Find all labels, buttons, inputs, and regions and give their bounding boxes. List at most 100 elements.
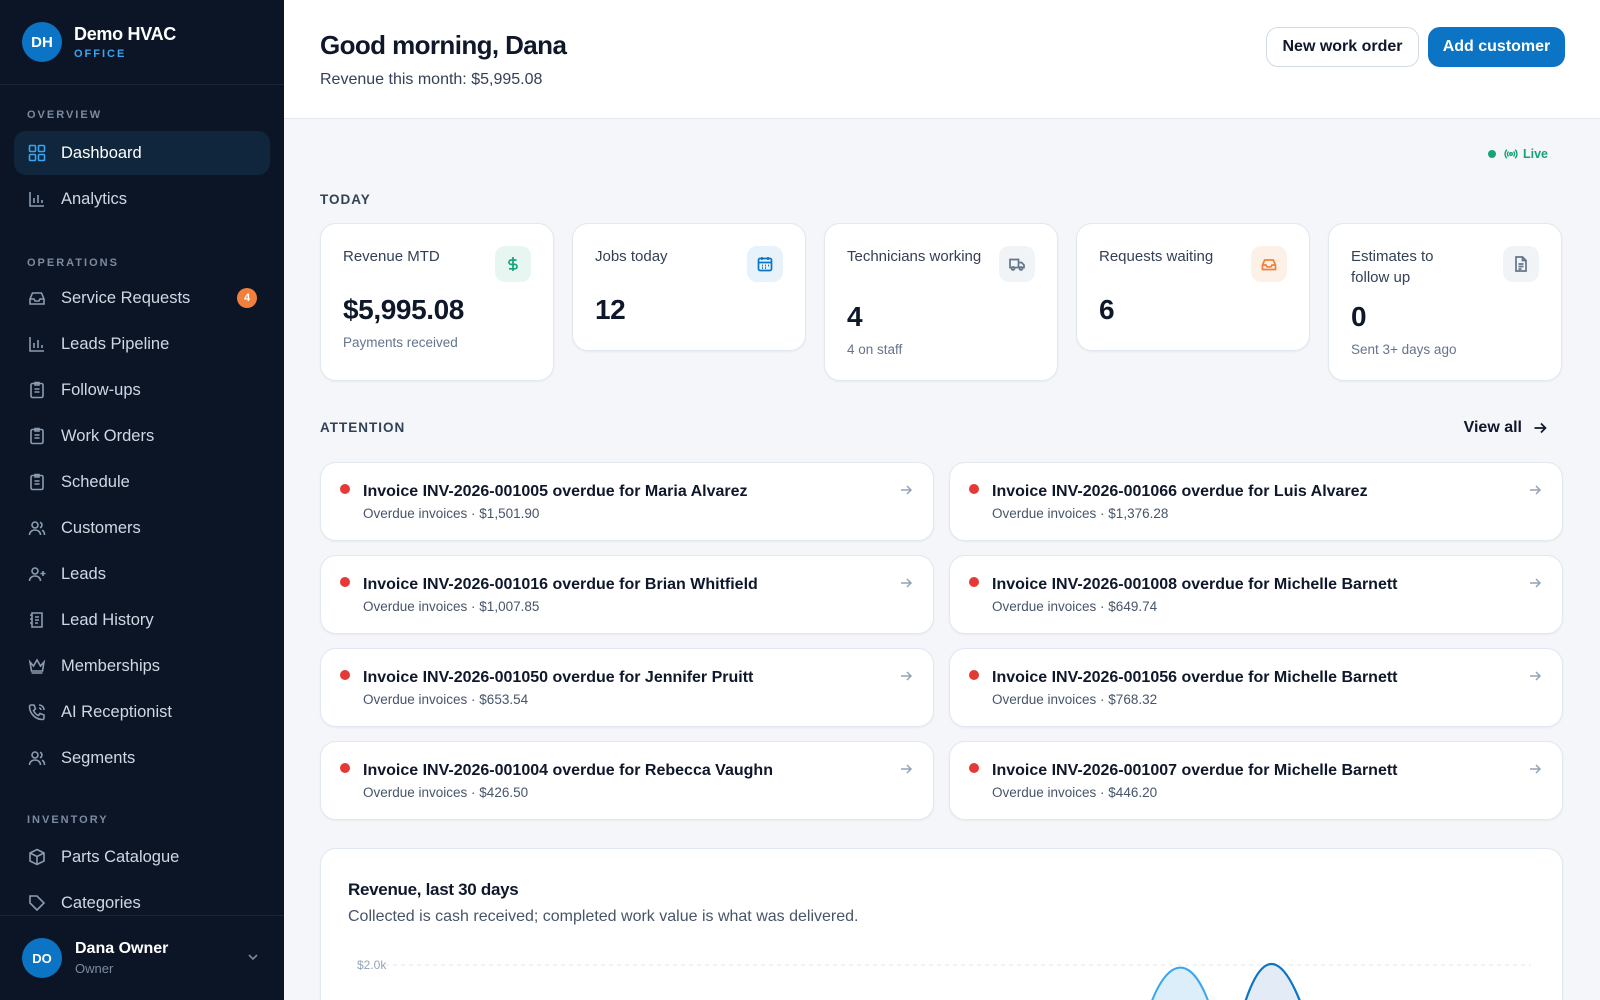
page-title: Good morning, Dana bbox=[320, 30, 567, 60]
sidebar-item-ai-receptionist[interactable]: AI Receptionist bbox=[14, 690, 270, 734]
attention-item[interactable]: Invoice INV-2026-001056 overdue for Mich… bbox=[949, 648, 1563, 727]
revenue-chart: $2.0k bbox=[357, 958, 1531, 1000]
sidebar-item-leads[interactable]: Leads bbox=[14, 552, 270, 596]
user-menu[interactable]: DO Dana Owner Owner bbox=[0, 915, 284, 1000]
stat-card-jobs-today[interactable]: Jobs today 12 bbox=[572, 223, 806, 351]
stat-subtext: 4 on staff bbox=[847, 342, 903, 357]
chevron-down-icon[interactable] bbox=[246, 950, 260, 969]
sidebar-item-lead-history[interactable]: Lead History bbox=[14, 598, 270, 642]
attention-item-title: Invoice INV-2026-001066 overdue for Luis… bbox=[992, 483, 1368, 500]
revenue-chart-subtitle: Collected is cash received; completed wo… bbox=[348, 908, 859, 925]
crown-icon bbox=[27, 656, 47, 676]
sidebar-nav[interactable]: OVERVIEW Dashboard Analytics OPERATIONS … bbox=[0, 86, 284, 915]
stat-title: Estimates to follow up bbox=[1351, 248, 1434, 286]
sidebar-item-label: Work Orders bbox=[61, 426, 155, 445]
attention-item[interactable]: Invoice INV-2026-001007 overdue for Mich… bbox=[949, 741, 1563, 820]
attention-item-title: Invoice INV-2026-001016 overdue for Bria… bbox=[363, 576, 758, 593]
sidebar-item-label: AI Receptionist bbox=[61, 702, 172, 721]
revenue-chart-title: Revenue, last 30 days bbox=[348, 880, 519, 899]
arrow-right-icon bbox=[901, 578, 913, 588]
history-icon bbox=[27, 610, 47, 630]
dashboard-main[interactable]: Live TODAY Revenue MTD $5,995.08 Payment… bbox=[284, 120, 1600, 1000]
attention-item-subtext: Overdue invoices · $1,007.85 bbox=[363, 599, 540, 614]
clipboard-icon bbox=[27, 380, 47, 400]
user-plus-icon bbox=[27, 564, 47, 584]
alert-dot bbox=[969, 484, 979, 494]
today-heading: TODAY bbox=[320, 192, 371, 207]
phone-icon bbox=[27, 702, 47, 722]
sidebar-item-label: Follow-ups bbox=[61, 380, 141, 399]
sidebar-item-label: Leads bbox=[61, 564, 106, 583]
attention-item[interactable]: Invoice INV-2026-001016 overdue for Bria… bbox=[320, 555, 934, 634]
attention-item[interactable]: Invoice INV-2026-001004 overdue for Rebe… bbox=[320, 741, 934, 820]
arrow-right-icon bbox=[901, 671, 913, 681]
sidebar-item-label: Lead History bbox=[61, 610, 154, 629]
box-icon bbox=[27, 847, 47, 867]
sidebar-item-dashboard[interactable]: Dashboard bbox=[14, 131, 270, 175]
document-icon bbox=[1503, 246, 1539, 282]
sidebar-item-leads-pipeline[interactable]: Leads Pipeline bbox=[14, 322, 270, 366]
sidebar-item-parts-catalogue[interactable]: Parts Catalogue bbox=[14, 835, 270, 879]
attention-item-subtext: Overdue invoices · $768.32 bbox=[992, 692, 1158, 707]
sidebar-item-label: Dashboard bbox=[61, 143, 142, 162]
inbox-icon bbox=[27, 288, 47, 308]
attention-item[interactable]: Invoice INV-2026-001050 overdue for Jenn… bbox=[320, 648, 934, 727]
alert-dot bbox=[969, 670, 979, 680]
attention-item-subtext: Overdue invoices · $1,501.90 bbox=[363, 506, 540, 521]
sidebar-item-memberships[interactable]: Memberships bbox=[14, 644, 270, 688]
user-role: Owner bbox=[75, 961, 114, 976]
stat-card-technicians-working[interactable]: Technicians working 4 4 on staff bbox=[824, 223, 1058, 381]
sidebar-item-service-requests[interactable]: Service Requests 4 bbox=[14, 276, 270, 320]
users-icon bbox=[27, 518, 47, 538]
sidebar-item-categories[interactable]: Categories bbox=[14, 881, 270, 915]
attention-item[interactable]: Invoice INV-2026-001005 overdue for Mari… bbox=[320, 462, 934, 541]
add-customer-button[interactable]: Add customer bbox=[1428, 27, 1565, 67]
sidebar-item-segments[interactable]: Segments bbox=[14, 736, 270, 780]
stat-card-requests-waiting[interactable]: Requests waiting 6 bbox=[1076, 223, 1310, 351]
sidebar-item-customers[interactable]: Customers bbox=[14, 506, 270, 550]
sidebar-item-work-orders[interactable]: Work Orders bbox=[14, 414, 270, 458]
alert-dot bbox=[969, 577, 979, 587]
sidebar-item-label: Customers bbox=[61, 518, 141, 537]
attention-item-subtext: Overdue invoices · $653.54 bbox=[363, 692, 529, 707]
arrow-right-icon bbox=[901, 764, 913, 774]
attention-item-title: Invoice INV-2026-001007 overdue for Mich… bbox=[992, 762, 1398, 779]
sidebar-item-follow-ups[interactable]: Follow-ups bbox=[14, 368, 270, 412]
view-all-link[interactable]: View all bbox=[1464, 419, 1548, 437]
sidebar-item-label: Parts Catalogue bbox=[61, 847, 180, 866]
stat-title: Technicians working bbox=[847, 248, 982, 265]
stat-value: 0 bbox=[1351, 301, 1367, 332]
new-work-order-button[interactable]: New work order bbox=[1266, 27, 1419, 67]
brand[interactable]: DH Demo HVAC OFFICE bbox=[0, 0, 284, 85]
service-requests-count-badge: 4 bbox=[237, 288, 257, 308]
bar-chart-icon bbox=[27, 189, 47, 209]
clipboard-icon bbox=[27, 426, 47, 446]
tag-icon bbox=[27, 893, 47, 913]
sidebar-item-label: Segments bbox=[61, 748, 136, 767]
attention-item-subtext: Overdue invoices · $649.74 bbox=[992, 599, 1158, 614]
attention-item-title: Invoice INV-2026-001050 overdue for Jenn… bbox=[363, 669, 754, 686]
arrow-right-icon bbox=[1530, 671, 1542, 681]
collected-series bbox=[1151, 966, 1209, 1000]
brand-subtitle: OFFICE bbox=[74, 48, 127, 60]
attention-item[interactable]: Invoice INV-2026-001008 overdue for Mich… bbox=[949, 555, 1563, 634]
arrow-right-icon bbox=[1530, 764, 1542, 774]
sidebar-item-label: Analytics bbox=[61, 189, 128, 208]
truck-icon bbox=[999, 246, 1035, 282]
inbox-icon bbox=[1251, 246, 1287, 282]
stat-card-estimates-to-follow-up[interactable]: Estimates to follow up 0 Sent 3+ days ag… bbox=[1328, 223, 1562, 381]
sidebar-item-label: Service Requests bbox=[61, 288, 191, 307]
arrow-right-icon bbox=[1534, 422, 1547, 434]
stat-subtext: Payments received bbox=[343, 335, 458, 350]
attention-item[interactable]: Invoice INV-2026-001066 overdue for Luis… bbox=[949, 462, 1563, 541]
stat-value: 6 bbox=[1099, 294, 1115, 325]
attention-item-title: Invoice INV-2026-001004 overdue for Rebe… bbox=[363, 762, 773, 779]
sidebar-item-analytics[interactable]: Analytics bbox=[14, 177, 270, 221]
sidebar-item-schedule[interactable]: Schedule bbox=[14, 460, 270, 504]
alert-dot bbox=[340, 484, 350, 494]
stat-value: 12 bbox=[595, 294, 626, 325]
avatar: DO bbox=[22, 938, 62, 978]
dollar-icon bbox=[495, 246, 531, 282]
stat-card-revenue-mtd[interactable]: Revenue MTD $5,995.08 Payments received bbox=[320, 223, 554, 381]
completed-series bbox=[1244, 963, 1301, 1000]
